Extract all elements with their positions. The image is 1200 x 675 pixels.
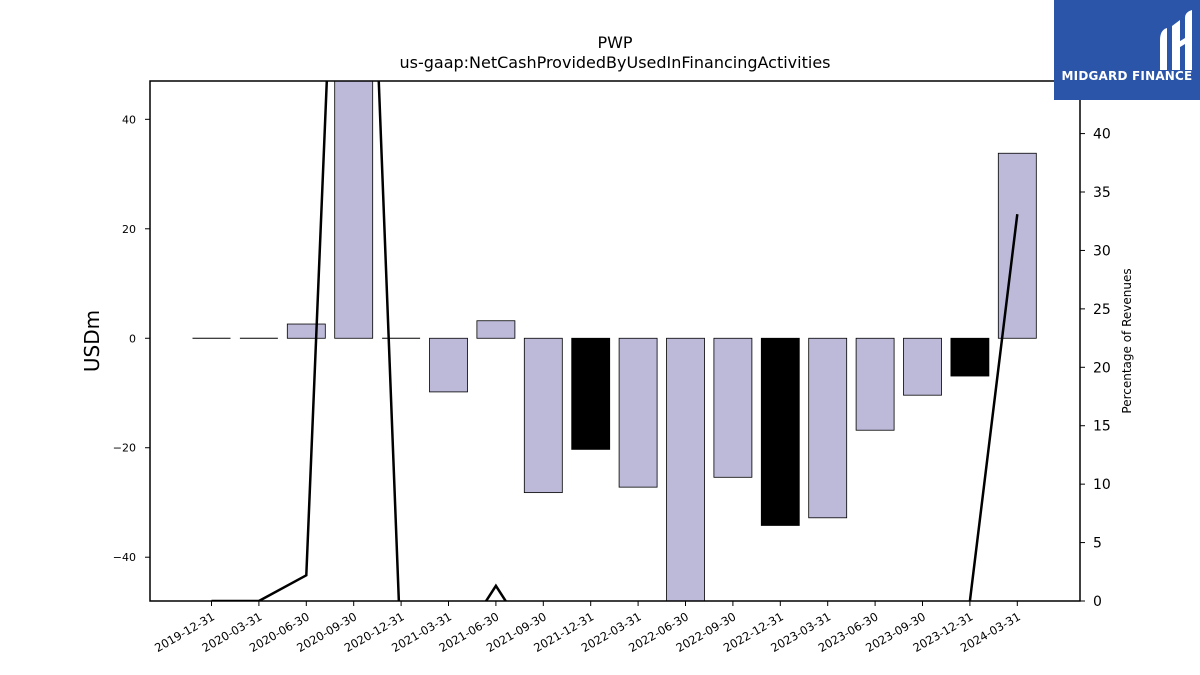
series-line <box>211 81 1019 601</box>
bar <box>950 337 990 377</box>
bar <box>571 337 611 450</box>
plot-area: −40−200204005101520253035402019-12-31202… <box>113 80 1111 655</box>
y-tick-label: −20 <box>113 442 136 455</box>
bar <box>476 320 516 339</box>
plot-frame <box>149 80 1081 602</box>
logo-text: MIDGARD FINANCE <box>1061 69 1193 83</box>
bar <box>429 337 468 393</box>
bar <box>523 337 563 494</box>
y-tick-label: 40 <box>122 113 136 126</box>
bar <box>855 337 895 431</box>
y2-tick-label: 25 <box>1093 302 1111 318</box>
bar <box>808 337 848 519</box>
chart-subtitle: us-gaap:NetCashProvidedByUsedInFinancing… <box>399 53 830 72</box>
y2-tick-label: 40 <box>1093 127 1111 143</box>
y2-axis-label: Percentage of Revenues <box>1120 268 1134 413</box>
y2-tick-label: 15 <box>1093 419 1111 435</box>
chart-title: PWP <box>597 33 632 52</box>
y-axis-label: USDm <box>80 310 104 372</box>
bar <box>666 337 705 601</box>
brand-logo: MIDGARD FINANCE <box>1054 0 1200 100</box>
y-tick-label: −40 <box>113 551 136 564</box>
y-tick-label: 20 <box>122 223 136 236</box>
y2-tick-label: 20 <box>1093 360 1111 376</box>
y2-tick-label: 35 <box>1093 185 1111 201</box>
y2-tick-label: 10 <box>1093 477 1111 493</box>
logo-mark-icon <box>1160 10 1192 70</box>
y2-tick-label: 0 <box>1093 594 1102 610</box>
bar <box>997 152 1037 339</box>
bar <box>713 337 753 478</box>
bar <box>286 323 326 339</box>
bar <box>618 337 658 488</box>
y2-tick-label: 30 <box>1093 243 1111 259</box>
y-tick-label: 0 <box>129 332 136 345</box>
bar <box>903 337 942 396</box>
bar <box>760 337 800 526</box>
bar <box>334 81 374 339</box>
y2-tick-label: 5 <box>1093 536 1102 552</box>
